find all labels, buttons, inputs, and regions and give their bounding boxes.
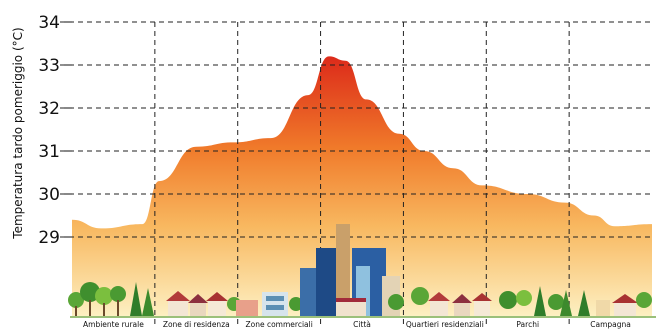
y-tick-label: 32 [38,99,60,119]
x-category-labels: Ambiente rurale Zone di residenza Zone com… [83,320,631,329]
y-tick-label: 29 [38,228,60,248]
house-icon [166,291,241,316]
x-category-label: Campagna [590,320,631,329]
x-category-label: Città [353,320,371,329]
landscape-illustration [68,224,656,318]
y-tick-label: 33 [38,56,60,76]
y-tick-labels: 29 30 31 32 33 34 [38,13,60,248]
x-category-label: Zone di residenza [163,320,230,329]
x-category-label: Parchi [516,320,539,329]
x-category-label: Ambiente rurale [83,320,144,329]
house-icon [388,287,492,316]
y-axis-title: Temperatura tardo pomeriggio (°C) [11,27,25,239]
tree-icon [68,282,154,316]
x-category-label: Zone commerciali [245,320,312,329]
y-tick-label: 31 [38,142,60,162]
x-category-label: Quartieri residenziali [406,320,484,329]
tree-icon [499,286,572,316]
grid-layer [60,21,652,324]
temperature-area [72,56,652,319]
y-tick-label: 34 [38,13,60,33]
building-icon [236,292,303,316]
farm-icon [578,290,652,316]
y-tick-label: 30 [38,185,60,205]
